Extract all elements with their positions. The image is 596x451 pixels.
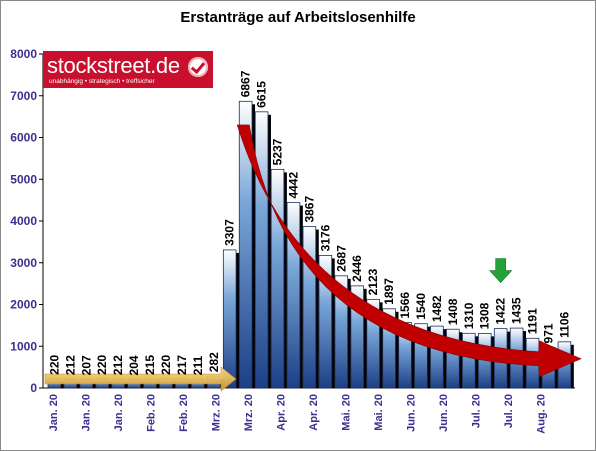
bar	[254, 111, 269, 389]
y-tick-label: 4000	[10, 214, 37, 228]
bar-value-label: 1435	[510, 297, 524, 324]
x-tick-label: Jul. 20	[503, 394, 515, 428]
y-tick-label: 7000	[10, 89, 37, 103]
bar-value-label: 1106	[557, 311, 571, 337]
bar-value-label: 1308	[478, 302, 492, 329]
bar-value-label: 6867	[239, 70, 253, 97]
bar-value-label: 6615	[255, 81, 269, 108]
bar-value-label: 2687	[334, 245, 348, 272]
x-tick-label: Jan. 20	[48, 394, 60, 431]
bar	[334, 275, 349, 389]
bar-value-label: 1897	[382, 278, 396, 305]
bar-value-label: 220	[95, 354, 109, 374]
bar-value-label: 204	[127, 355, 141, 375]
bar	[238, 100, 253, 389]
bar-value-label: 1566	[398, 292, 412, 319]
bar-value-label: 211	[191, 356, 205, 376]
x-tick-label: Mrz. 20	[211, 394, 223, 431]
y-tick-label: 0	[30, 381, 37, 395]
bar-value-label: 4442	[286, 172, 300, 199]
y-tick-label: 6000	[10, 131, 37, 145]
x-tick-label: Jun. 20	[406, 394, 418, 432]
bar-value-label: 1408	[446, 298, 460, 325]
marker-arrow	[488, 258, 513, 284]
bar-value-label: 3867	[302, 196, 316, 223]
bar-value-label: 207	[79, 355, 93, 375]
bar-value-label: 215	[143, 355, 157, 375]
check-icon	[188, 57, 208, 77]
x-tick-label: Feb. 20	[146, 394, 158, 432]
bar-value-label: 1310	[462, 302, 476, 329]
x-tick-label: Aug. 20	[536, 394, 548, 434]
bar-value-label: 212	[63, 355, 77, 375]
bar	[222, 249, 237, 389]
x-tick-label: Apr. 20	[308, 394, 320, 431]
bar-value-label: 217	[175, 355, 189, 375]
x-tick-label: Jul. 20	[471, 394, 483, 428]
x-tick-label: Mai. 20	[373, 394, 385, 431]
x-tick-label: Mai. 20	[341, 394, 353, 431]
bar-value-label: 2123	[366, 268, 380, 295]
logo-tagline: unabhängig • strategisch • treffsicher	[49, 78, 155, 85]
bar-value-label: 212	[111, 355, 125, 375]
bar	[270, 168, 285, 389]
logo-text: stockstreet.de	[47, 53, 180, 78]
bar-value-label: 3307	[223, 219, 237, 246]
y-tick-label: 1000	[10, 339, 37, 353]
x-tick-label: Feb. 20	[178, 394, 190, 432]
bar-value-label: 1540	[414, 293, 428, 320]
chart-title: Erstanträge auf Arbeitslosenhilfe	[180, 9, 416, 26]
bar-value-label: 1482	[430, 295, 444, 322]
baseline-arrow	[44, 366, 237, 392]
bar-value-label: 1191	[526, 308, 540, 334]
bar-value-label: 5237	[271, 138, 285, 165]
y-tick-label: 5000	[10, 172, 37, 186]
x-tick-label: Jan. 20	[113, 394, 125, 431]
bar-value-label: 282	[207, 352, 221, 372]
trend-arrow	[236, 124, 582, 378]
bar-value-label: 1422	[494, 298, 508, 325]
bar-value-label: 220	[47, 354, 61, 374]
bar-value-label: 3176	[318, 224, 332, 251]
y-tick-label: 8000	[10, 47, 37, 61]
y-tick-label: 3000	[10, 256, 37, 270]
x-tick-label: Apr. 20	[276, 394, 288, 431]
bar-value-label: 2446	[350, 255, 364, 282]
bar-value-label: 220	[159, 354, 173, 374]
x-tick-label: Mrz. 20	[243, 394, 255, 431]
x-tick-label: Jan. 20	[81, 394, 93, 431]
y-tick-label: 2000	[10, 298, 37, 312]
stockstreet-logo: stockstreet.de unabhängig • strategisch …	[43, 51, 213, 88]
bar-value-label: 971	[541, 323, 555, 343]
x-tick-label: Jun. 20	[438, 394, 450, 432]
